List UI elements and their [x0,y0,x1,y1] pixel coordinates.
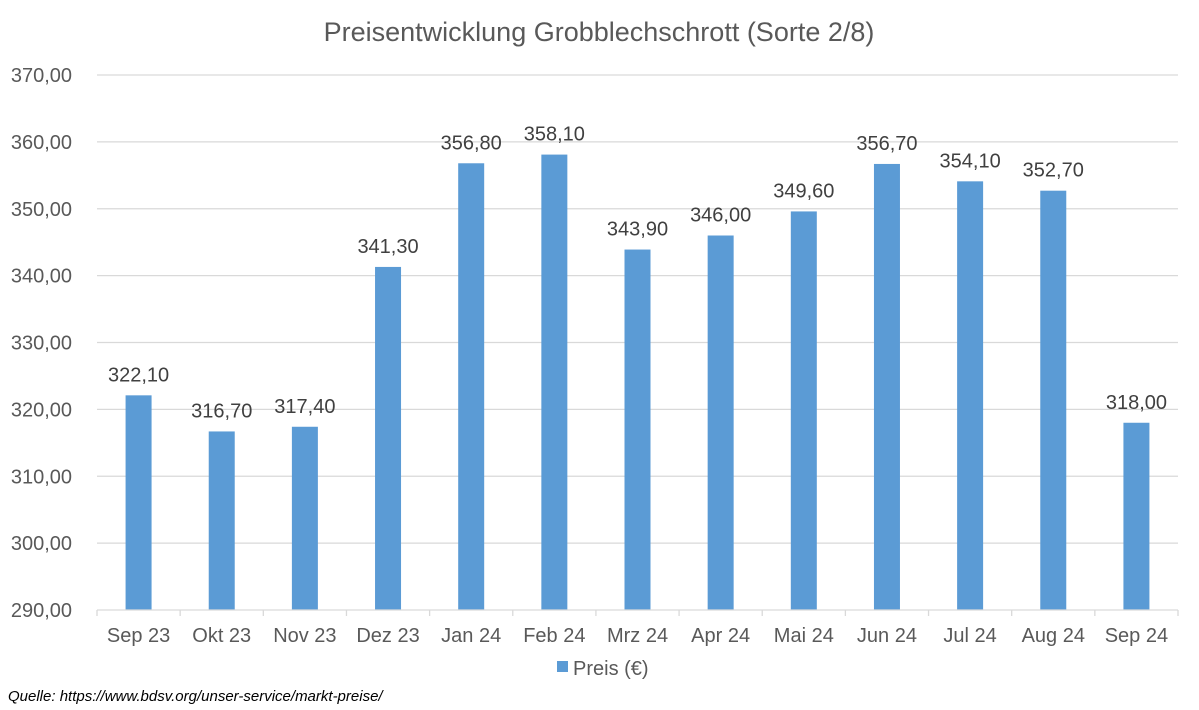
data-label: 346,00 [690,205,751,227]
y-tick-label: 350,00 [11,199,72,221]
data-label: 341,30 [357,236,418,258]
data-label: 358,10 [524,124,585,146]
bar [957,181,984,611]
bar [790,211,817,611]
x-tick-label: Apr 24 [691,625,750,647]
x-tick-label: Mrz 24 [607,625,668,647]
x-tick-label: Mai 24 [774,625,834,647]
bar [375,266,402,610]
x-tick-label: Aug 24 [1022,625,1085,647]
legend-label: Preis (€) [573,658,649,680]
chart-title: Preisentwicklung Grobblechschrott (Sorte… [324,17,875,47]
bar [208,431,235,610]
data-labels: 322,10 316,70 317,40 341,30 356,80 358,10 343,… [108,124,1167,423]
data-label: 317,40 [274,396,335,418]
source-note: Quelle: https://www.bdsv.org/unser-servi… [8,688,383,705]
data-label: 349,60 [773,180,834,202]
y-tick-label: 360,00 [11,132,72,154]
legend-swatch [557,661,568,672]
bar [1123,422,1150,610]
x-tick-label: Jan 24 [441,625,501,647]
data-label: 354,10 [940,150,1001,172]
data-label: 316,70 [191,400,252,422]
x-tick-label: Jul 24 [943,625,996,647]
data-label: 352,70 [1023,160,1084,182]
bar [873,163,900,610]
x-tick-label: Sep 24 [1105,625,1168,647]
y-tick-label: 370,00 [11,65,72,87]
data-label: 318,00 [1106,392,1167,414]
y-tick-label: 330,00 [11,333,72,355]
x-tick-label: Sep 23 [107,625,170,647]
data-label: 343,90 [607,219,668,241]
y-tick-label: 340,00 [11,266,72,288]
bar [707,235,734,610]
x-tick-label: Jun 24 [857,625,917,647]
y-tick-label: 300,00 [11,533,72,555]
bar [541,154,568,611]
data-label: 356,70 [856,133,917,155]
x-axis: Sep 23 Okt 23 Nov 23 Dez 23 Jan 24 Feb 24 Mrz … [96,609,1179,647]
x-tick-label: Nov 23 [273,625,336,647]
bar [1040,190,1067,610]
x-tick-label: Feb 24 [523,625,585,647]
y-tick-label: 310,00 [11,466,72,488]
legend: Preis (€) [557,658,649,680]
x-tick-label: Okt 23 [192,625,251,647]
bar [458,163,485,610]
y-tick-label: 290,00 [11,600,72,622]
bar [125,395,152,610]
x-tick-label: Dez 23 [356,625,419,647]
bar [624,249,651,610]
data-label: 356,80 [441,132,502,154]
bar [291,426,318,610]
y-tick-label: 320,00 [11,399,72,421]
data-label: 322,10 [108,364,169,386]
y-axis: 290,00 300,00 310,00 320,00 330,00 340,00 350,… [11,65,72,622]
bars [125,154,1150,611]
